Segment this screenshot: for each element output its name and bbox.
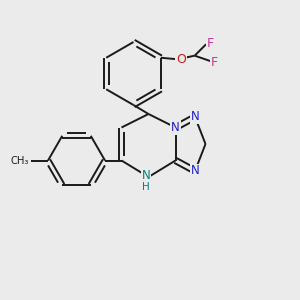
- Text: N: N: [142, 169, 151, 182]
- Text: N: N: [190, 164, 200, 178]
- Text: H: H: [142, 182, 150, 192]
- Text: F: F: [211, 56, 218, 69]
- Text: N: N: [171, 121, 180, 134]
- Text: F: F: [207, 37, 214, 50]
- Text: N: N: [190, 110, 200, 124]
- Text: CH₃: CH₃: [11, 155, 29, 166]
- Text: O: O: [176, 53, 186, 66]
